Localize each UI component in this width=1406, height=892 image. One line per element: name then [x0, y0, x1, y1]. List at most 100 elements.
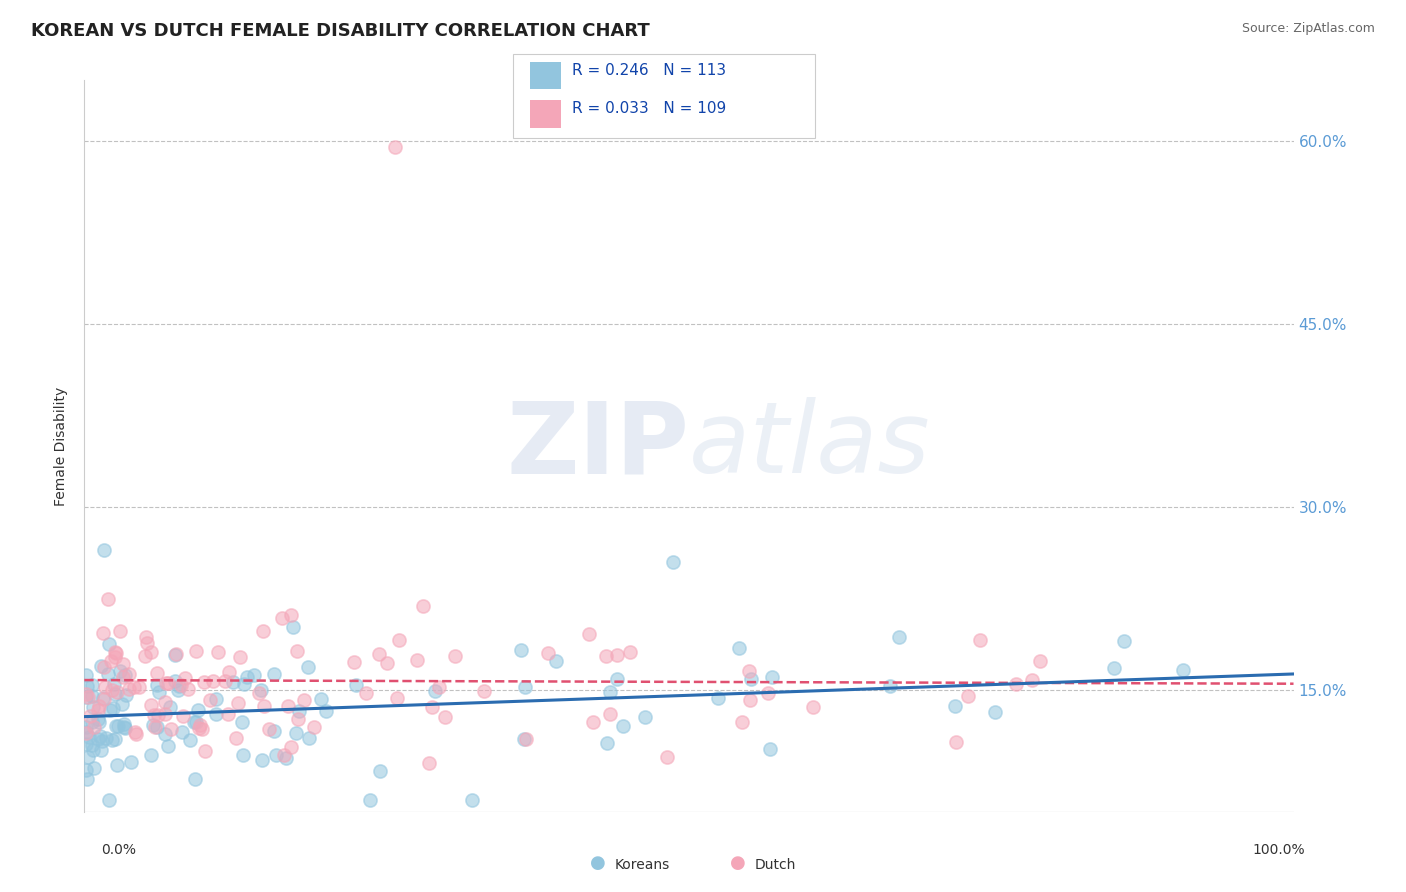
- Point: [112, 717, 135, 731]
- Point: [243, 668, 266, 682]
- Point: [114, 668, 136, 682]
- Point: [945, 735, 967, 749]
- Point: [263, 667, 285, 681]
- Point: [194, 744, 217, 758]
- Point: [444, 649, 467, 664]
- Point: [165, 673, 187, 688]
- Point: [434, 709, 457, 723]
- Text: ●: ●: [589, 855, 606, 872]
- Point: [252, 624, 274, 638]
- Point: [657, 750, 679, 764]
- Point: [135, 630, 157, 644]
- Point: [273, 747, 295, 762]
- Point: [375, 656, 398, 670]
- Point: [759, 742, 782, 756]
- Point: [114, 688, 136, 702]
- Point: [124, 680, 146, 694]
- Point: [174, 671, 197, 685]
- Point: [75, 668, 97, 682]
- Point: [77, 731, 100, 745]
- Point: [619, 645, 641, 659]
- Point: [120, 755, 142, 769]
- Point: [183, 714, 205, 729]
- Point: [707, 690, 730, 705]
- Point: [90, 743, 112, 757]
- Point: [370, 764, 392, 778]
- Point: [172, 724, 194, 739]
- Point: [236, 670, 259, 684]
- Point: [97, 667, 120, 681]
- Point: [75, 725, 97, 739]
- Point: [104, 649, 127, 664]
- Point: [205, 691, 228, 706]
- Point: [943, 699, 966, 714]
- Text: ZIP: ZIP: [506, 398, 689, 494]
- Point: [344, 678, 367, 692]
- Point: [157, 739, 180, 753]
- Point: [108, 624, 131, 638]
- Point: [101, 732, 124, 747]
- Text: atlas: atlas: [689, 398, 931, 494]
- Point: [1005, 676, 1028, 690]
- Point: [740, 672, 762, 686]
- Text: Source: ZipAtlas.com: Source: ZipAtlas.com: [1241, 22, 1375, 36]
- Text: 100.0%: 100.0%: [1253, 843, 1305, 857]
- Point: [285, 644, 308, 658]
- Y-axis label: Female Disability: Female Disability: [55, 386, 69, 506]
- Point: [146, 666, 169, 681]
- Point: [596, 736, 619, 750]
- Point: [155, 727, 177, 741]
- Point: [412, 599, 434, 613]
- Point: [232, 748, 254, 763]
- Point: [142, 718, 165, 732]
- Point: [606, 648, 628, 662]
- Point: [297, 660, 319, 674]
- Point: [165, 647, 187, 661]
- Point: [134, 648, 156, 663]
- Point: [79, 708, 101, 723]
- Point: [1171, 664, 1194, 678]
- Point: [205, 706, 228, 721]
- Point: [1102, 661, 1125, 675]
- Point: [148, 685, 170, 699]
- Point: [280, 608, 302, 623]
- Point: [82, 743, 104, 757]
- Point: [90, 733, 112, 747]
- Point: [177, 682, 200, 697]
- Point: [90, 658, 112, 673]
- Point: [97, 637, 120, 651]
- Point: [136, 636, 159, 650]
- Point: [146, 678, 169, 692]
- Point: [118, 681, 141, 696]
- Point: [112, 720, 135, 734]
- Point: [94, 680, 117, 694]
- Point: [187, 721, 209, 735]
- Point: [425, 684, 447, 698]
- Point: [634, 710, 657, 724]
- Point: [166, 683, 188, 698]
- Point: [75, 720, 97, 734]
- Point: [420, 700, 443, 714]
- Point: [761, 670, 783, 684]
- Point: [578, 627, 600, 641]
- Point: [537, 646, 560, 660]
- Point: [124, 725, 146, 739]
- Point: [146, 708, 169, 723]
- Point: [89, 715, 111, 730]
- Point: [472, 683, 495, 698]
- Point: [97, 792, 120, 806]
- Point: [159, 699, 181, 714]
- Point: [728, 640, 751, 655]
- Point: [75, 738, 97, 752]
- Point: [287, 712, 309, 726]
- Point: [139, 698, 162, 712]
- Point: [222, 675, 245, 690]
- Point: [606, 673, 628, 687]
- Point: [198, 692, 221, 706]
- Point: [738, 692, 761, 706]
- Point: [75, 763, 97, 777]
- Point: [193, 675, 215, 690]
- Point: [387, 691, 409, 706]
- Point: [226, 697, 249, 711]
- Point: [285, 726, 308, 740]
